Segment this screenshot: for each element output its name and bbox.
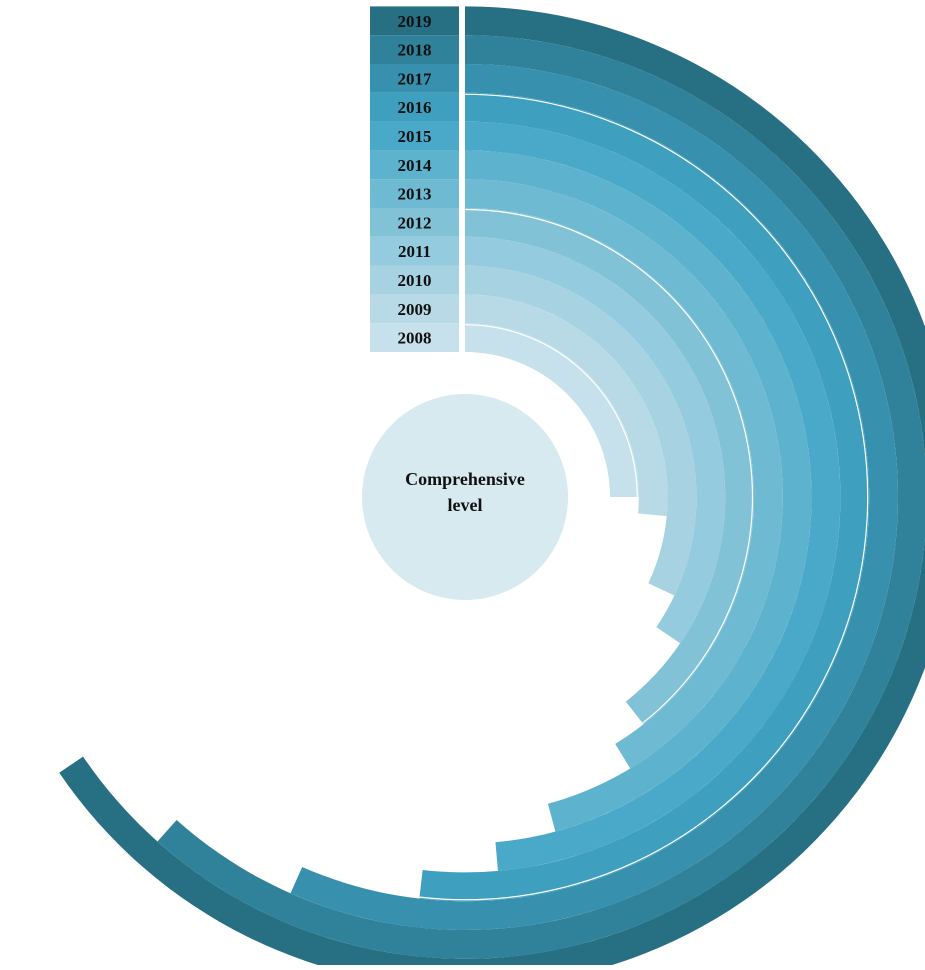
- year-tab-2018: [370, 35, 459, 64]
- year-label-2019: 2019: [398, 12, 432, 31]
- year-label-2018: 2018: [398, 41, 432, 60]
- year-tab-2017: [370, 64, 459, 93]
- year-tab-2009: [370, 294, 459, 324]
- bar-2009: [465, 294, 668, 517]
- year-tab-2011: [370, 236, 459, 266]
- year-tab-2015: [370, 121, 459, 151]
- year-label-2008: 2008: [398, 329, 432, 348]
- year-label-2017: 2017: [398, 69, 433, 88]
- year-tab-2014: [370, 150, 459, 180]
- bar-2011: [465, 236, 726, 644]
- center-circle: [362, 394, 568, 600]
- center-label-line-2: level: [448, 495, 483, 515]
- bars-group: [59, 6, 925, 970]
- year-tab-2008: [370, 323, 459, 352]
- year-tab-2010: [370, 265, 459, 295]
- reference-rings-group: [419, 93, 869, 901]
- year-label-2015: 2015: [398, 127, 432, 146]
- year-label-2011: 2011: [398, 242, 431, 261]
- year-label-2014: 2014: [398, 156, 433, 175]
- bar-2013: [465, 179, 783, 769]
- reference-ring-2008: [464, 324, 638, 498]
- year-label-2013: 2013: [398, 185, 432, 204]
- reference-ring-2012: [464, 208, 754, 724]
- year-label-2016: 2016: [398, 98, 432, 117]
- year-label-2010: 2010: [398, 271, 432, 290]
- year-labels-group: 2008 2009 2010 2011 2012 2013 2014 2015 2016 2017…: [370, 6, 459, 352]
- year-tab-2016: [370, 92, 459, 122]
- year-tab-2019: [370, 6, 459, 36]
- bar-2018: [157, 35, 925, 959]
- year-label-2012: 2012: [398, 213, 432, 232]
- year-tab-2012: [370, 208, 459, 237]
- reference-ring-2016: [419, 93, 869, 901]
- bar-2012: [465, 208, 755, 725]
- year-tab-2013: [370, 179, 459, 208]
- bar-2008: [465, 323, 639, 497]
- bar-2010: [465, 265, 697, 596]
- center-label-line-1: Comprehensive: [405, 469, 525, 489]
- year-label-2009: 2009: [398, 300, 432, 319]
